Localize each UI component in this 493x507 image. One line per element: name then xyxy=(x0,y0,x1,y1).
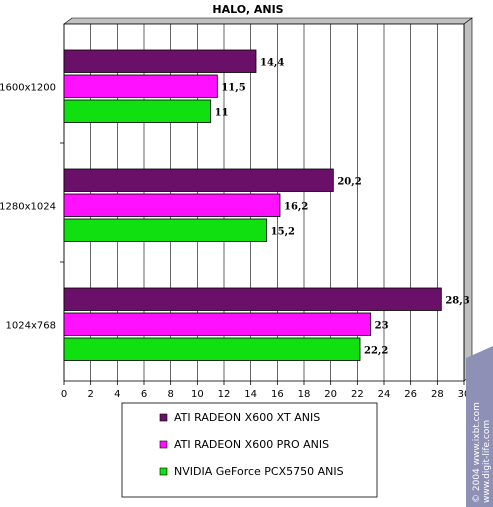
data-label: 11,5 xyxy=(221,82,245,93)
bar xyxy=(63,312,372,336)
watermark-tab xyxy=(466,346,493,507)
category-label: 1280x1024 xyxy=(0,201,56,212)
x-tick-label: 0 xyxy=(61,389,67,400)
x-tick-label: 14 xyxy=(244,389,257,400)
x-tick-label: 6 xyxy=(141,389,147,400)
legend-swatch xyxy=(159,467,168,476)
x-tick-label: 20 xyxy=(324,389,337,400)
x-tick-label: 12 xyxy=(218,389,231,400)
watermark-line1: © 2004 www.ixbt.com xyxy=(472,402,482,503)
data-label: 22,2 xyxy=(364,345,388,356)
x-tick-label: 8 xyxy=(167,389,173,400)
x-tick-label: 10 xyxy=(191,389,204,400)
x-tick-label: 22 xyxy=(351,389,364,400)
legend: ATI RADEON X600 XT ANIS ATI RADEON X600 P… xyxy=(121,402,378,498)
bar xyxy=(63,49,257,73)
bar xyxy=(63,337,361,361)
data-label: 23 xyxy=(375,320,389,331)
data-label: 16,2 xyxy=(284,201,308,212)
category-label: 1024x768 xyxy=(6,320,56,331)
x-tick-label: 2 xyxy=(87,389,93,400)
chart-title: HALO, ANIS xyxy=(212,3,283,16)
watermark: © 2004 www.ixbt.com www.digit-life.com xyxy=(466,346,493,507)
x-tick-label: 30 xyxy=(458,389,471,400)
data-label: 15,2 xyxy=(271,226,295,237)
data-label: 28,3 xyxy=(445,295,469,306)
x-tick-label: 24 xyxy=(378,389,391,400)
legend-label: NVIDIA GeForce PCX5750 ANIS xyxy=(174,465,344,478)
legend-swatch xyxy=(159,413,168,422)
legend-swatch xyxy=(159,440,168,449)
x-tick-label: 26 xyxy=(404,389,417,400)
data-label: 20,2 xyxy=(337,176,361,187)
x-tick-label: 18 xyxy=(298,389,311,400)
x-tick-label: 28 xyxy=(431,389,444,400)
bar xyxy=(63,218,268,242)
plot-right-wall xyxy=(463,17,473,382)
legend-label: ATI RADEON X600 XT ANIS xyxy=(174,411,320,424)
bar xyxy=(63,168,334,192)
data-label: 14,4 xyxy=(260,57,284,68)
bar xyxy=(63,99,212,123)
bar xyxy=(63,74,218,98)
plot-area: 0 2 4 6 8 10 12 14 16 18 20 22 24 26 28 3014,411,51120,… xyxy=(0,17,473,400)
category-label: 1600x1200 xyxy=(0,82,56,93)
bar xyxy=(63,193,281,217)
bar xyxy=(63,287,442,311)
x-tick-label: 4 xyxy=(114,389,120,400)
data-label: 11 xyxy=(215,107,229,118)
watermark-line2: www.digit-life.com xyxy=(482,420,492,503)
plot-top-wall xyxy=(63,17,473,25)
x-tick-label: 16 xyxy=(271,389,284,400)
legend-label: ATI RADEON X600 PRO ANIS xyxy=(174,438,329,451)
